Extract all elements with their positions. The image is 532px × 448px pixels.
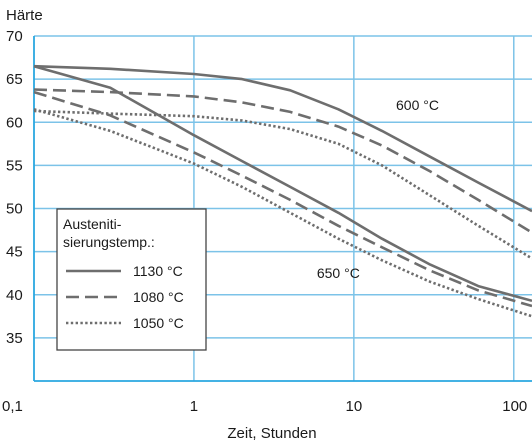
legend-entry-label: 1130 °C [133, 263, 183, 279]
series-line-650-solid [33, 64, 532, 303]
series-line-650-dashed [33, 90, 532, 308]
series-line-650-dotted [33, 108, 532, 318]
y-tick-label: 50 [6, 201, 23, 218]
y-tick-label: 40 [6, 287, 23, 304]
y-tick-label: 45 [6, 244, 23, 261]
x-tick-label: 0,1 [2, 398, 23, 415]
annotation-label: 650 °C [317, 265, 360, 281]
axes [33, 36, 532, 382]
y-tick-label: 35 [6, 330, 23, 347]
y-tick-label: 60 [6, 114, 23, 131]
x-tick-label: 1 [190, 398, 198, 415]
annotations: 600 °C 650 °C [317, 97, 439, 281]
y-tick-label: 65 [6, 71, 23, 88]
x-tick-label: 10 [346, 398, 363, 415]
y-tick-label: 70 [6, 28, 23, 45]
y-tick-label: 55 [6, 157, 23, 174]
tick-labels: 35 40 45 50 55 60 65 70 0,1 1 10 100 [2, 28, 527, 415]
x-axis-label: Zeit, Stunden [227, 425, 316, 442]
legend-box [56, 208, 207, 351]
legend-title: sierungstemp.: [63, 234, 155, 250]
legend-entry-label: 1080 °C [133, 289, 184, 305]
series-line-600-dashed [33, 88, 532, 234]
series-line-600-solid [33, 64, 532, 213]
legend-entry-label: 1050 °C [133, 315, 184, 331]
annotation-label: 600 °C [396, 97, 439, 113]
legend: Austeniti-sierungstemp.: 1130 °C 1080 °C 10… [56, 208, 207, 351]
y-axis-label: Härte [6, 7, 43, 24]
legend-title: Austeniti- [63, 216, 122, 232]
series-lines [33, 64, 532, 318]
x-tick-label: 100 [502, 398, 527, 415]
